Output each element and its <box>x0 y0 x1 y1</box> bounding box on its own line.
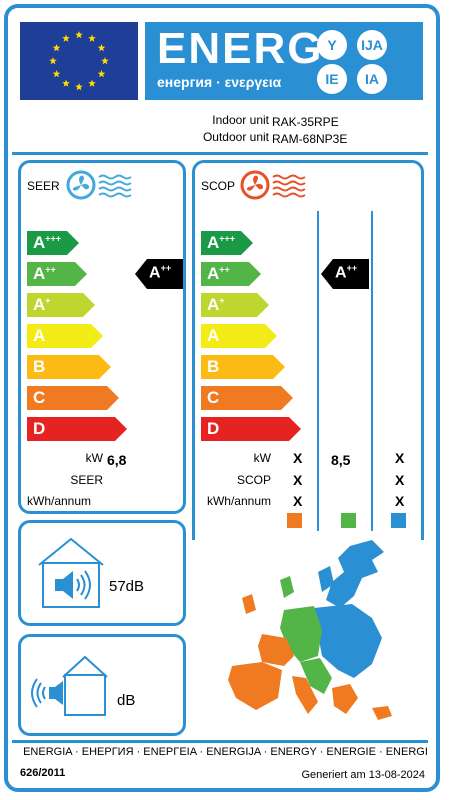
eu-star-icon <box>75 83 83 91</box>
seer-class-label: B <box>33 357 46 376</box>
scop-class-label: D <box>207 419 220 438</box>
zone-average-swatch <box>341 513 356 528</box>
lang-code-ie: IE <box>317 64 347 94</box>
seer-class-label: D <box>33 419 46 438</box>
scop-class-arrow: A++ <box>201 262 261 286</box>
seer-rating-sup: ++ <box>160 263 172 273</box>
seer-panel: SEER A+++ A++ A+ A B C D A++ kW 6,8 SEER kWh/a… <box>18 160 186 514</box>
scop-class-arrow: A <box>201 324 277 348</box>
scop-class-label: A <box>207 326 220 345</box>
seer-rating-arrow: A++ <box>135 259 183 289</box>
outdoor-unit-model: RAM-68NP3E <box>272 132 348 146</box>
scop-class-arrow: A+++ <box>201 231 253 255</box>
regulation-number: 626/2011 <box>20 767 66 779</box>
scop-rating-arrow: A++ <box>321 259 369 289</box>
indoor-noise-value: 57dB <box>109 578 145 595</box>
unit-labels: Indoor unit Outdoor unit <box>203 112 269 146</box>
scop-title: SCOP <box>201 179 236 193</box>
scop-class-label: C <box>207 388 220 407</box>
divider-top <box>12 152 428 155</box>
scop-kw-label: kW <box>253 451 271 465</box>
scop-warm-scop-x: X <box>395 472 405 488</box>
zone-colder-swatch <box>287 513 302 528</box>
indoor-unit-label: Indoor unit <box>212 113 269 127</box>
scop-zone-divider-2 <box>371 211 373 531</box>
scop-kwh-label: kWh/annum <box>206 494 271 508</box>
seer-kwh-label: kWh/annum <box>27 494 92 508</box>
eu-star-icon <box>52 44 61 52</box>
eu-star-icon <box>97 44 106 52</box>
indoor-noise-panel: 57dB <box>18 520 186 626</box>
scop-class-arrow: A+ <box>201 293 269 317</box>
seer-seer-label: SEER <box>70 473 103 487</box>
seer-class-label: A++ <box>33 264 56 283</box>
indoor-unit-model: RAK-35RPE <box>272 115 339 129</box>
seer-class-arrow: C <box>27 386 119 410</box>
scop-class-label: A+++ <box>207 233 236 252</box>
scop-warm-kw-x: X <box>395 450 405 466</box>
scop-scop-x: X <box>293 472 303 488</box>
energy-banner: ENERG енергия · ενεργεια Y IJA IE IA <box>145 22 423 100</box>
outdoor-noise-panel: dB <box>18 634 186 736</box>
scop-class-arrow: C <box>201 386 293 410</box>
seer-class-arrow: B <box>27 355 111 379</box>
scop-scop-label: SCOP <box>236 473 271 487</box>
cooling-fan-icon <box>66 170 132 200</box>
eu-flag <box>20 22 138 100</box>
unit-models: RAK-35RPE RAM-68NP3E <box>272 114 347 148</box>
eu-star-icon <box>101 57 109 65</box>
scop-class-label: A+ <box>207 295 225 314</box>
europe-climate-map <box>228 540 392 720</box>
scop-middle-value: 8,5 <box>331 452 351 468</box>
generated-date: Generiert am 13-08-2024 <box>301 769 425 781</box>
seer-class-label: A <box>33 326 46 345</box>
outdoor-noise-value: dB <box>117 692 136 709</box>
seer-title: SEER <box>27 179 60 193</box>
seer-class-label: C <box>33 388 46 407</box>
eu-star-icon <box>88 79 96 87</box>
lang-code-y: Y <box>317 30 347 60</box>
scop-class-label: A++ <box>207 264 230 283</box>
seer-class-label: A+ <box>33 295 51 314</box>
seer-class-label: A+++ <box>33 233 62 252</box>
scop-class-arrow: D <box>201 417 301 441</box>
scop-rating-letter: A <box>335 264 347 282</box>
scop-class-label: B <box>207 357 220 376</box>
seer-class-arrow: A <box>27 324 103 348</box>
energy-subtitle: енергия · ενεργεια <box>157 74 282 90</box>
outdoor-house-speaker-icon <box>31 655 108 716</box>
label-frame <box>4 4 440 792</box>
scop-zone-divider-1 <box>317 211 319 531</box>
lang-code-ija: IJA <box>357 30 387 60</box>
lang-code-ia: IA <box>357 64 387 94</box>
seer-class-arrow: A+++ <box>27 231 79 255</box>
eu-star-icon <box>62 79 70 87</box>
scop-panel: SCOP A+++ A++ A+ A B C D A++ kW SCOP kWh/annum… <box>192 160 424 540</box>
footer-languages: ENERGIA · ЕНЕРГИЯ · ΕΝΕΡΓΕΙΑ · ENERGIJA … <box>23 746 428 758</box>
eu-star-icon <box>97 70 106 78</box>
divider-bottom <box>12 740 428 743</box>
seer-rating-letter: A <box>149 264 161 282</box>
scop-class-arrow: B <box>201 355 285 379</box>
seer-class-arrow: D <box>27 417 127 441</box>
outdoor-unit-label: Outdoor unit <box>202 130 269 144</box>
seer-class-arrow: A+ <box>27 293 95 317</box>
scop-rating-sup: ++ <box>346 263 358 273</box>
indoor-house-speaker-icon <box>38 537 104 608</box>
heating-fan-icon <box>240 170 306 200</box>
eu-star-icon <box>75 31 83 39</box>
eu-star-icon <box>52 70 61 78</box>
scop-kw-x: X <box>293 450 303 466</box>
zone-warmer-swatch <box>391 513 406 528</box>
eu-star-icon <box>88 34 96 42</box>
scop-warm-kwh-x: X <box>395 493 405 509</box>
eu-star-icon <box>49 57 57 65</box>
seer-kw-value: 6,8 <box>107 452 127 468</box>
eu-star-icon <box>62 34 70 42</box>
seer-kw-label: kW <box>85 451 103 465</box>
scop-kwh-x: X <box>293 493 303 509</box>
energy-title: ENERG <box>157 24 324 73</box>
seer-class-arrow: A++ <box>27 262 87 286</box>
